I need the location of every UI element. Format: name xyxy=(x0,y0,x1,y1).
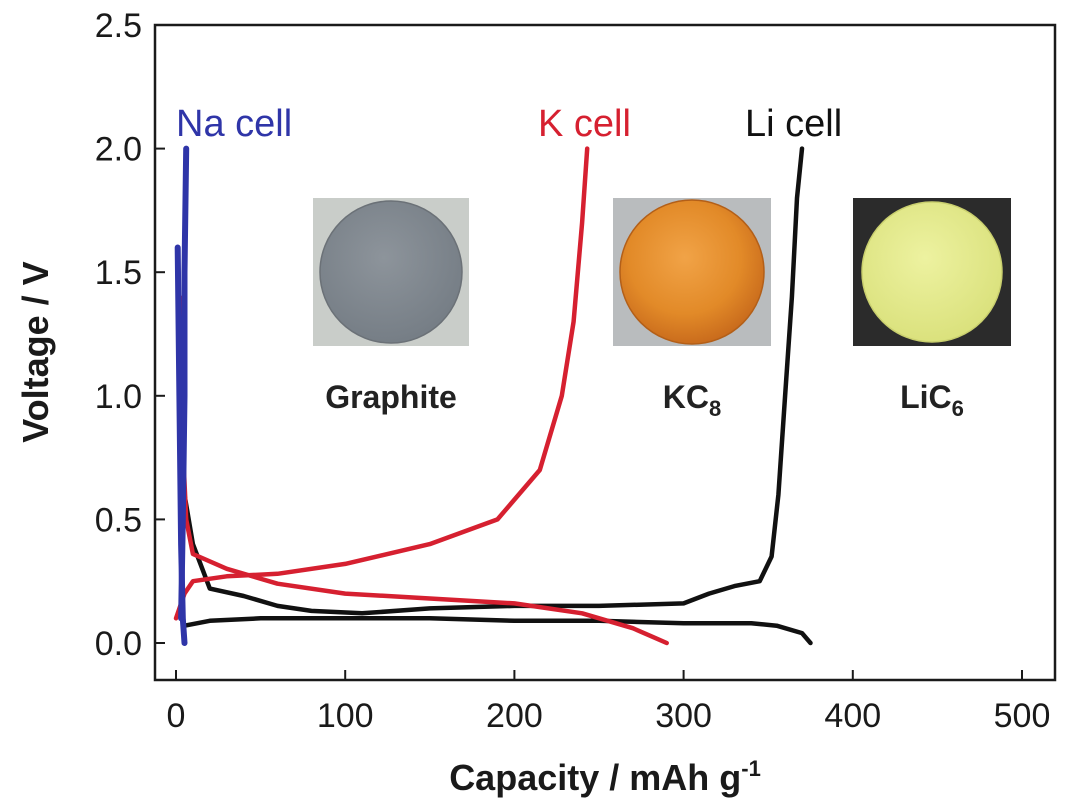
series-k-cell-line-discharge xyxy=(177,294,669,646)
series-na-cell xyxy=(174,145,190,646)
x-axis-title: Capacity / mAh g-1 xyxy=(449,756,761,798)
y-tick-label: 0.0 xyxy=(95,625,142,663)
inset-graphite-disc xyxy=(319,200,463,344)
x-tick-label: 100 xyxy=(317,697,374,735)
inset-graphite: Graphite xyxy=(313,198,469,415)
series-label-li: Li cell xyxy=(745,103,842,145)
series-li-cell-line-discharge xyxy=(182,616,813,646)
inset-kc8-label-main: KC xyxy=(663,379,709,415)
y-tick-label: 2.5 xyxy=(95,7,142,45)
inset-lic6-label-subscript: 6 xyxy=(952,396,964,421)
inset-kc8: KC8 xyxy=(613,198,771,421)
x-tick-label: 200 xyxy=(486,697,543,735)
x-tick-label: 400 xyxy=(824,697,881,735)
inset-kc8-label: KC8 xyxy=(663,379,721,421)
y-axis-ticks: 0.0 0.5 1.0 1.5 2.0 2.5 xyxy=(95,7,165,663)
x-axis-ticks: 0 100 200 300 400 500 xyxy=(167,670,1051,735)
series-label-na: Na cell xyxy=(176,103,292,145)
x-tick-label: 300 xyxy=(655,697,712,735)
y-tick-label: 0.5 xyxy=(95,501,142,539)
inset-kc8-disc xyxy=(619,199,765,345)
y-tick-label: 1.5 xyxy=(95,254,142,292)
inset-kc8-label-subscript: 8 xyxy=(709,396,721,421)
plot-frame xyxy=(153,23,1057,682)
series-na-cell-line-charge xyxy=(178,145,190,622)
inset-graphite-label: Graphite xyxy=(325,379,457,415)
inset-lic6-disc xyxy=(861,201,1003,343)
x-tick-label: 0 xyxy=(167,697,186,735)
x-axis-title-superscript: -1 xyxy=(741,756,761,781)
y-tick-label: 2.0 xyxy=(95,131,142,169)
series-li-cell xyxy=(182,146,813,646)
series-label-k: K cell xyxy=(538,103,631,145)
series-layer xyxy=(173,145,813,646)
x-axis-title-main: Capacity / mAh g xyxy=(449,757,741,798)
series-k-cell-line-charge xyxy=(173,146,590,621)
y-tick-label: 1.0 xyxy=(95,378,142,416)
x-tick-label: 500 xyxy=(994,697,1051,735)
inset-lic6: LiC6 xyxy=(853,198,1011,421)
inset-lic6-label: LiC6 xyxy=(900,379,964,421)
series-li-cell-line-charge xyxy=(182,146,805,616)
y-axis-title: Voltage / V xyxy=(15,261,56,442)
inset-graphite-label-main: Graphite xyxy=(325,379,457,415)
inset-lic6-label-main: LiC xyxy=(900,379,952,415)
